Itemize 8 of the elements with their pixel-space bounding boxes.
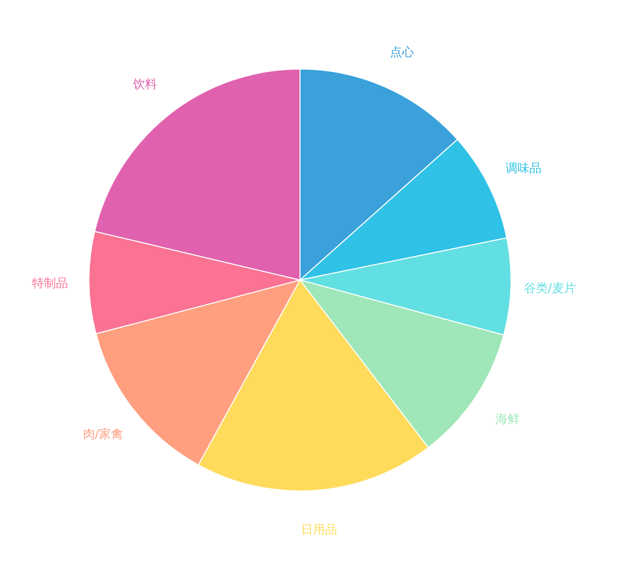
- slice-label: 日用品: [300, 522, 337, 536]
- slice-label: 肉/家禽: [82, 426, 123, 441]
- slice-label: 点心: [390, 44, 414, 59]
- slice-label: 饮料: [132, 76, 157, 91]
- slice-label: 特制品: [32, 276, 68, 290]
- slice-label: 谷类/麦片: [524, 280, 576, 295]
- slice-label: 调味品: [505, 160, 542, 175]
- slice-label: 海鲜: [496, 412, 520, 426]
